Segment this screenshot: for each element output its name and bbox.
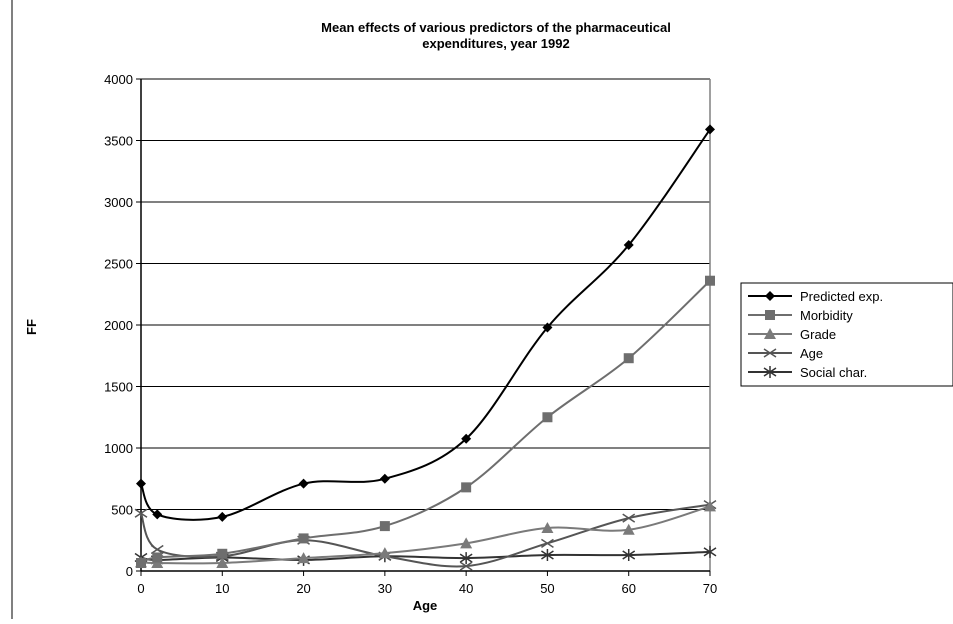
y-tick-label: 4000 [104, 72, 133, 87]
data-point-morbidity [152, 552, 162, 562]
x-tick-label: 0 [137, 581, 144, 596]
legend-label: Morbidity [800, 308, 853, 323]
legend-label: Age [800, 346, 823, 361]
x-tick-label: 30 [378, 581, 392, 596]
chart-title-line-1: Mean effects of various predictors of th… [321, 20, 671, 35]
y-tick-label: 1500 [104, 380, 133, 395]
x-tick-label: 10 [215, 581, 229, 596]
data-point-morbidity [705, 276, 715, 286]
data-point-morbidity [624, 353, 634, 363]
legend-marker [765, 310, 775, 320]
data-point-morbidity [136, 558, 146, 568]
legend-label: Social char. [800, 365, 867, 380]
y-tick-label: 1000 [104, 441, 133, 456]
chart-title-line-2: expenditures, year 1992 [422, 36, 569, 51]
y-tick-label: 3500 [104, 134, 133, 149]
x-tick-label: 50 [540, 581, 554, 596]
legend: Predicted exp. Morbidity Grade Age Social ch… [741, 283, 953, 386]
x-tick-label: 40 [459, 581, 473, 596]
y-tick-label: 500 [111, 503, 133, 518]
y-tick-label: 3000 [104, 195, 133, 210]
x-tick-label: 20 [296, 581, 310, 596]
x-tick-label: 70 [703, 581, 717, 596]
y-tick-label: 2500 [104, 257, 133, 272]
y-tick-label: 0 [126, 564, 133, 579]
data-point-morbidity [461, 482, 471, 492]
data-point-morbidity [217, 549, 227, 559]
x-tick-label: 60 [621, 581, 635, 596]
legend-label: Predicted exp. [800, 289, 883, 304]
x-axis-label: Age [413, 598, 438, 613]
data-point-morbidity [542, 412, 552, 422]
y-tick-label: 2000 [104, 318, 133, 333]
y-axis-label: FF [24, 319, 39, 335]
data-point-morbidity [380, 521, 390, 531]
data-point-morbidity [299, 533, 309, 543]
legend-label: Grade [800, 327, 836, 342]
